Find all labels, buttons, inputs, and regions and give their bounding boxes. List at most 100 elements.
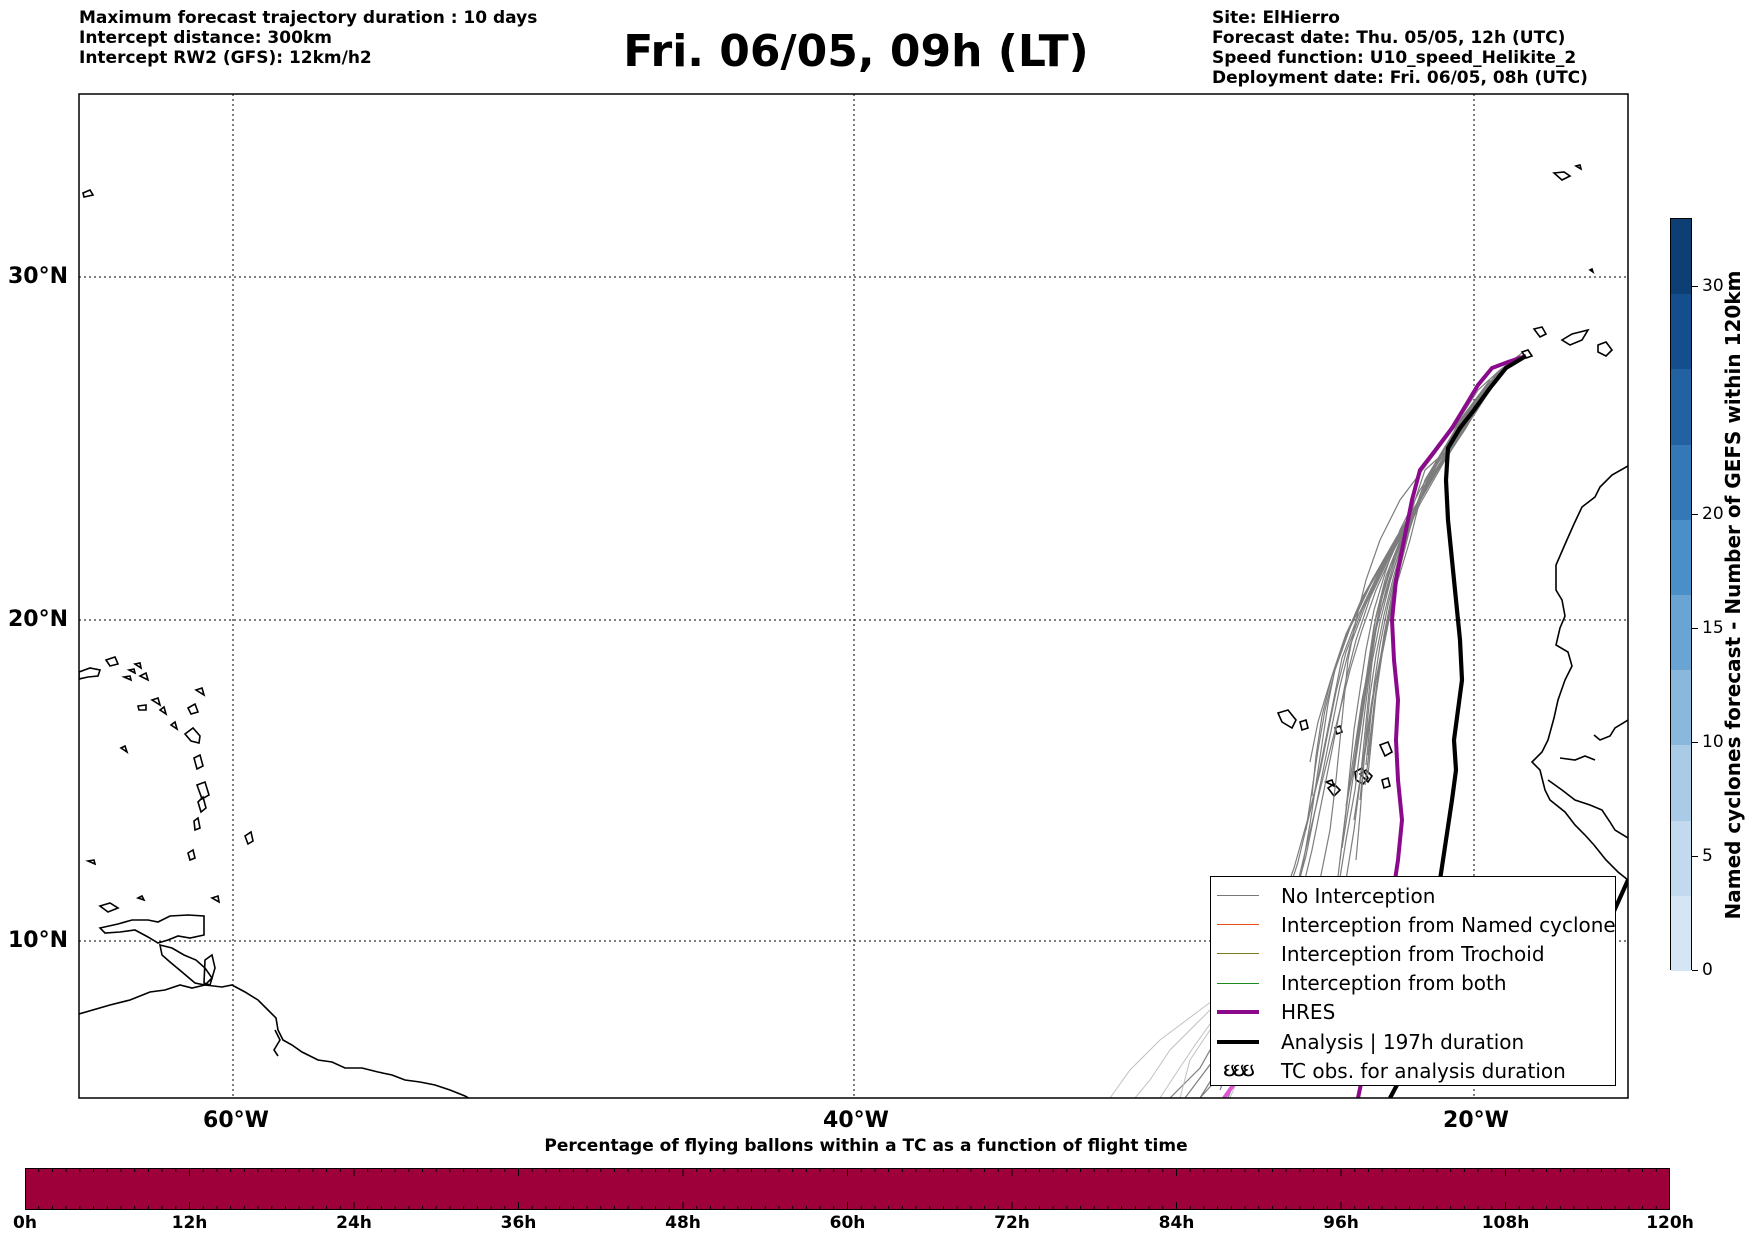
- bottom-colorbar-tick-label: 72h: [994, 1213, 1030, 1233]
- island-st-croix: [137, 704, 147, 711]
- legend-swatch: [1217, 982, 1259, 984]
- header-right-line: Speed function: U10_speed_Helikite_2: [1212, 48, 1577, 68]
- right-colorbar-tick-label: 10: [1702, 732, 1724, 753]
- bottom-colorbar: [25, 1168, 1670, 1210]
- bottom-colorbar-tick-label: 120h: [1646, 1213, 1694, 1233]
- legend-item-analysis: Analysis | 197h duration: [1211, 1027, 1615, 1056]
- bottom-colorbar-tick-label: 108h: [1481, 1213, 1530, 1233]
- coastline-bissau: [1547, 779, 1628, 839]
- legend-item-both: Interception from both: [1211, 969, 1615, 998]
- right-colorbar-tick-label: 5: [1702, 846, 1713, 867]
- header-right-line: Deployment date: Fri. 06/05, 08h (UTC): [1212, 68, 1588, 88]
- island-barbuda: [194, 686, 206, 697]
- right-colorbar-tick-mark: [1692, 856, 1698, 858]
- header-left-line: Maximum forecast trajectory duration : 1…: [79, 8, 538, 28]
- bottom-colorbar-tick-label: 24h: [336, 1213, 372, 1233]
- island-canary-2: [1560, 328, 1590, 346]
- legend-label: No Interception: [1281, 883, 1436, 908]
- lon-label-20w: 20°W: [1443, 1108, 1509, 1133]
- page-title: Fri. 06/05, 09h (LT): [623, 26, 1089, 77]
- coastline-south-america: [79, 984, 471, 1098]
- island-cape-verde-2: [1299, 718, 1309, 732]
- island-trinidad: [203, 953, 216, 987]
- island-antigua: [186, 702, 200, 715]
- legend-item-trochoid: Interception from Trochoid: [1211, 939, 1615, 968]
- island-margarita: [98, 902, 120, 913]
- island-anguilla: [138, 671, 150, 682]
- island-grenada: [187, 848, 196, 862]
- bottom-colorbar-tick-label: 36h: [500, 1213, 537, 1233]
- lat-label-10n: 10°N: [8, 928, 69, 953]
- island-vieques: [121, 675, 133, 682]
- trajectory-line: [1345, 367, 1507, 881]
- coastline-gambia: [1559, 755, 1596, 761]
- lat-label-30n: 30°N: [8, 264, 69, 289]
- legend-label: Analysis | 197h duration: [1281, 1029, 1525, 1054]
- header-right-line: Forecast date: Thu. 05/05, 12h (UTC): [1212, 28, 1566, 48]
- right-colorbar-tick-label: 15: [1702, 618, 1724, 639]
- island-northwest: [82, 188, 95, 198]
- tc-symbol-icon: ઇઇઇ: [1223, 1060, 1255, 1082]
- coastline-orinoco: [273, 1029, 281, 1057]
- island-culebra: [126, 668, 137, 675]
- legend-swatch: [1217, 953, 1259, 955]
- island-madeira: [1552, 171, 1572, 181]
- bottom-colorbar-tick-label: 48h: [665, 1213, 701, 1233]
- legend-label: HRES: [1281, 1000, 1336, 1025]
- island-small-1: [119, 744, 129, 754]
- trajectory-line: [1337, 369, 1505, 891]
- map-frame: [78, 93, 1629, 1099]
- legend-swatch: [1217, 895, 1259, 897]
- island-cape-verde-1: [1276, 709, 1297, 730]
- legend-item-named-cyclone: Interception from Named cyclone: [1211, 910, 1616, 939]
- bottom-colorbar-tick-label: 96h: [1323, 1213, 1359, 1233]
- island-guadeloupe: [183, 726, 201, 744]
- island-cape-verde-6: [1381, 776, 1391, 790]
- right-colorbar-band: [1671, 895, 1691, 971]
- trajectory-line: [1333, 369, 1501, 911]
- island-martinique: [195, 780, 210, 801]
- island-virgin: [104, 656, 120, 667]
- right-colorbar-tick-mark: [1692, 742, 1698, 744]
- right-colorbar-tick-label: 0: [1702, 960, 1713, 980]
- right-colorbar-band: [1671, 369, 1691, 445]
- bottom-colorbar-tick-label: 60h: [829, 1213, 866, 1233]
- header-right-line: Site: ElHierro: [1212, 8, 1340, 28]
- coastline-paria: [158, 943, 214, 986]
- coastline-africa-2: [1593, 719, 1628, 741]
- legend-label: TC obs. for analysis duration: [1281, 1058, 1566, 1083]
- header-left: Maximum forecast trajectory duration : 1…: [79, 8, 537, 68]
- island-st-kitts: [150, 696, 162, 707]
- island-canary-3: [1597, 341, 1614, 357]
- bottom-colorbar-tick-label: 12h: [171, 1213, 208, 1233]
- island-cape-verde-5: [1378, 740, 1394, 758]
- right-colorbar-band: [1671, 594, 1691, 671]
- legend-label: Interception from both: [1281, 971, 1507, 996]
- legend-item-no-interception: No Interception: [1211, 881, 1615, 910]
- map-legend: No Interception Interception from Named …: [1210, 876, 1616, 1086]
- trajectory-line: [1353, 354, 1521, 821]
- right-colorbar-tick-mark: [1692, 514, 1698, 516]
- island-blanquilla: [135, 894, 146, 902]
- bottom-colorbar-tick-label: 84h: [1158, 1213, 1195, 1233]
- header-right: Site: ElHierro Forecast date: Thu. 05/05…: [1212, 8, 1588, 88]
- lat-label-20n: 20°N: [8, 607, 69, 632]
- header-left-line: Intercept RW2 (GFS): 12km/h2: [79, 48, 372, 68]
- right-colorbar-tick-label: 30: [1702, 276, 1724, 297]
- island-sint-maarten: [132, 662, 143, 670]
- island-small-atl: [1588, 267, 1595, 274]
- trajectory-line: [1345, 373, 1501, 807]
- coastlines: [79, 164, 1628, 1098]
- island-small-2: [85, 859, 97, 866]
- bottom-colorbar-tick-label: 0h: [13, 1213, 37, 1233]
- right-colorbar-band: [1671, 745, 1691, 821]
- lon-label-60w: 60°W: [203, 1108, 269, 1133]
- header-left-line: Intercept distance: 300km: [79, 28, 332, 48]
- legend-label: Interception from Trochoid: [1281, 941, 1545, 966]
- right-colorbar-tick-label: 20: [1702, 504, 1724, 525]
- right-colorbar-band: [1671, 519, 1691, 595]
- legend-swatch: [1217, 1039, 1259, 1044]
- island-puerto-rico: [79, 667, 102, 680]
- coastline-africa: [1530, 465, 1628, 881]
- right-colorbar-tick-mark: [1692, 286, 1698, 288]
